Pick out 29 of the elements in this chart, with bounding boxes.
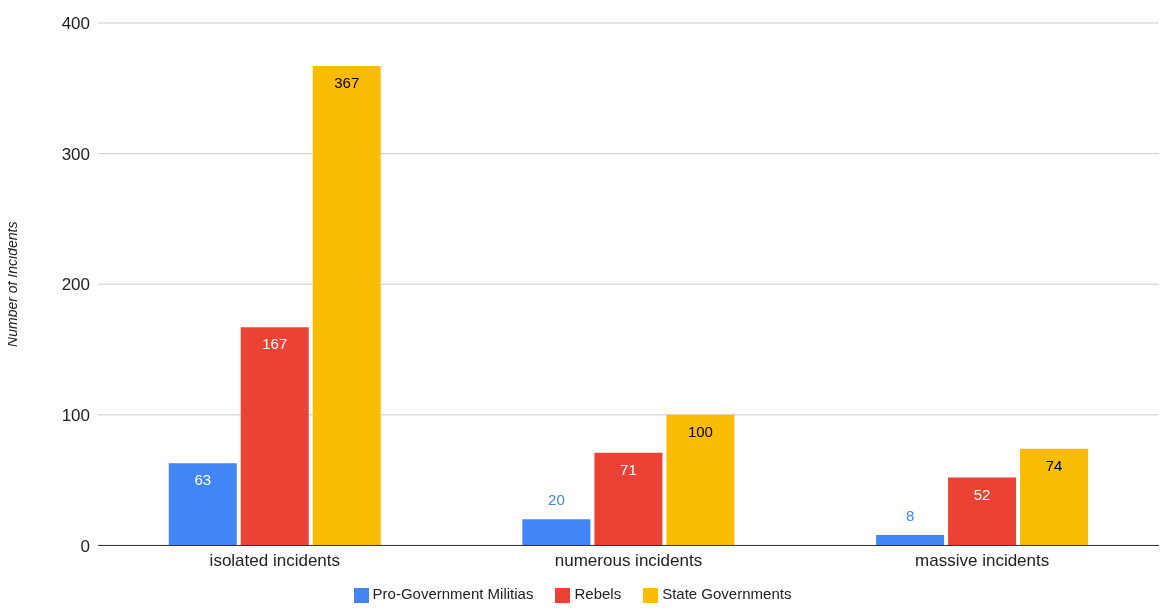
bar [594, 452, 663, 546]
bar [1020, 448, 1089, 546]
bar [240, 327, 309, 546]
legend-label: State Governments [662, 585, 792, 603]
data-label: 167 [262, 335, 288, 353]
y-tick-label: 200 [61, 275, 90, 295]
data-label: 71 [620, 460, 637, 478]
y-tick-label: 400 [61, 14, 90, 34]
x-tick-label: massive incidents [915, 550, 1050, 570]
legend-label: Pro-Government Militias [372, 585, 534, 603]
data-label: 367 [334, 74, 360, 92]
legend-label: Rebels [574, 585, 622, 603]
y-tick-label: 300 [61, 144, 90, 164]
data-label: 20 [548, 491, 565, 509]
data-label: 8 [905, 507, 915, 525]
y-tick-label: 0 [80, 536, 90, 556]
y-tick-label: 100 [61, 405, 90, 425]
bar [522, 519, 591, 546]
bar [168, 463, 237, 546]
x-tick-label: numerous incidents [554, 550, 703, 570]
data-label: 74 [1045, 456, 1063, 474]
x-tick-label: isolated incidents [209, 550, 341, 570]
data-label: 63 [194, 471, 212, 489]
bar [666, 414, 735, 546]
data-label: 52 [973, 485, 991, 503]
data-label: 100 [687, 422, 713, 440]
bar [876, 535, 945, 546]
bar [312, 66, 381, 546]
bar [948, 477, 1017, 546]
